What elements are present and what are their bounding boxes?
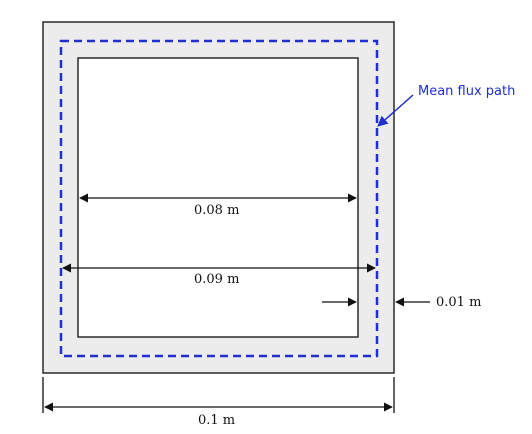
thickness-label: 0.01 m [436,295,482,310]
flux-path-annotation: Mean flux path [418,84,516,99]
inner-width-label: 0.08 m [194,203,240,218]
mean-flux-path [59,39,379,358]
mean-path-width-label: 0.09 m [194,272,240,287]
flux-path-annotation-arrow [377,94,414,127]
outer-width-label: 0.1 m [198,413,236,428]
